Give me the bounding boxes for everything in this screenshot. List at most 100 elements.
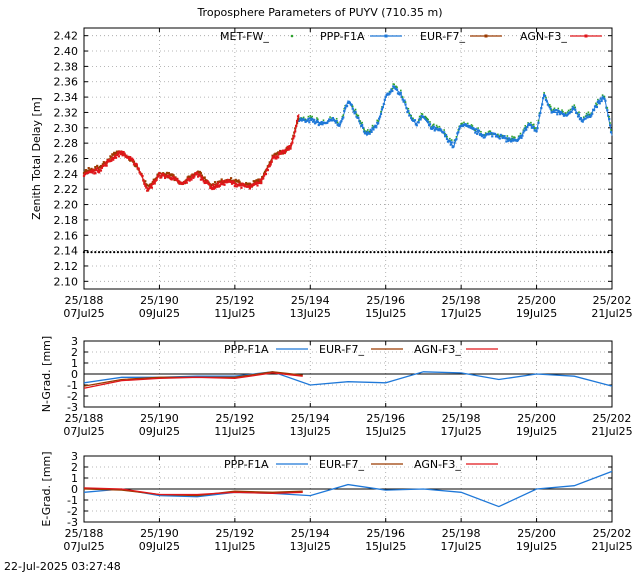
ztd-met-overlay-point: [548, 104, 551, 106]
ztd-ppp-f1a-point: [309, 117, 312, 120]
ztd-met-fw-point: [361, 251, 365, 254]
ztd-met-fw-point: [290, 251, 293, 254]
ngrad-x-tick-date: 07Jul25: [63, 425, 104, 438]
egrad-x-tick-date: 11Jul25: [214, 540, 255, 553]
egrad-x-tick-label: 25/190: [140, 527, 179, 540]
ztd-met-fw-point: [233, 251, 236, 254]
ztd-eur-f7-point: [114, 151, 118, 154]
ztd-ppp-f1a-point: [606, 109, 609, 112]
ztd-met-fw-point: [282, 251, 285, 254]
ztd-met-fw-point: [113, 251, 116, 254]
ztd-agn-f3-point: [202, 180, 205, 183]
ztd-met-fw-point: [165, 251, 169, 254]
ztd-met-fw-point: [512, 251, 516, 254]
ztd-met-overlay-point: [322, 119, 325, 122]
ztd-met-fw-point: [97, 251, 101, 254]
ztd-agn-f3-point: [148, 186, 152, 189]
ztd-met-fw-point: [331, 251, 335, 254]
egrad-x-tick-date: 07Jul25: [63, 540, 104, 553]
ztd-ppp-f1a-point: [576, 112, 579, 115]
ztd-met-overlay-point: [506, 135, 509, 137]
ztd-met-fw-point: [143, 251, 146, 254]
ztd-met-fw-point: [369, 251, 372, 254]
ztd-met-fw-point: [471, 251, 474, 254]
ztd-met-overlay-point: [302, 116, 305, 119]
ztd-ppp-f1a-point: [317, 123, 320, 127]
ztd-agn-f3-point: [255, 181, 258, 184]
ztd-eur-f7-point: [172, 174, 175, 177]
ztd-met-fw-point: [554, 251, 557, 254]
ztd-ppp-f1a-point: [353, 112, 356, 115]
ztd-met-fw-point: [486, 251, 489, 254]
egrad-y-tick-label: 3: [71, 450, 78, 463]
ztd-agn-f3-point: [295, 124, 298, 128]
ztd-met-overlay-point: [460, 122, 462, 125]
ztd-ppp-f1a-point: [410, 116, 413, 120]
ztd-met-fw-point: [418, 251, 421, 254]
ztd-ppp-f1a-point: [385, 93, 388, 96]
ngrad-agn-f3-line: [83, 372, 303, 389]
ztd-agn-f3-point: [196, 175, 200, 178]
ztd-ppp-f1a-point: [417, 121, 420, 124]
ztd-met-overlay-point: [417, 119, 420, 121]
ztd-met-overlay-point: [463, 121, 465, 124]
ztd-ppp-f1a-point: [453, 141, 456, 144]
ztd-met-fw-point: [328, 251, 331, 254]
ztd-met-fw-point: [444, 251, 448, 254]
ztd-eur-f7-point: [132, 160, 136, 163]
ztd-ppp-f1a-point: [511, 139, 515, 142]
ztd-agn-f3-point: [91, 171, 94, 174]
ztd-ppp-f1a-point: [483, 136, 486, 139]
ztd-ppp-f1a-point: [510, 137, 514, 140]
ztd-met-fw-point: [105, 251, 108, 254]
ztd-ppp-f1a-point: [439, 128, 442, 131]
ztd-met-overlay-point: [457, 129, 460, 131]
ztd-met-overlay-point: [432, 124, 434, 126]
ztd-met-overlay-point: [396, 86, 398, 89]
ztd-agn-f3-point: [232, 181, 236, 184]
ztd-met-fw-point: [520, 251, 523, 254]
ztd-agn-f3-point: [216, 182, 219, 185]
ztd-ppp-f1a-point: [332, 118, 335, 121]
ztd-met-overlay-point: [404, 101, 407, 103]
ztd-met-overlay-point: [446, 135, 448, 138]
ztd-agn-f3-point: [247, 184, 251, 188]
ztd-met-overlay-point: [363, 128, 365, 131]
ngrad-x-tick-label: 25/188: [65, 412, 104, 425]
ztd-met-overlay-point: [533, 127, 536, 130]
ztd-met-fw-point: [380, 251, 384, 254]
ztd-ppp-f1a-point: [427, 120, 430, 123]
ztd-met-overlay-point: [557, 107, 560, 110]
ztd-met-overlay-point: [550, 109, 553, 111]
ztd-met-fw-point: [573, 251, 576, 254]
ztd-ppp-f1a-point: [395, 88, 399, 91]
ngrad-x-tick-label: 25/196: [366, 412, 405, 425]
ztd-ppp-f1a-point: [409, 114, 412, 117]
ztd-met-overlay-point: [410, 114, 412, 117]
ztd-agn-f3-point: [97, 171, 101, 174]
ztd-met-fw-point: [395, 251, 399, 254]
ztd-agn-f3-point: [224, 179, 227, 182]
ztd-ppp-f1a-point: [367, 131, 370, 134]
ztd-y-tick-label: 2.40: [54, 45, 79, 58]
ztd-agn-f3-point: [111, 156, 114, 160]
ztd-met-overlay-point: [395, 85, 397, 88]
ztd-ppp-f1a-point: [342, 116, 345, 119]
ztd-met-overlay-point: [595, 102, 597, 105]
ztd-met-fw-point: [350, 251, 353, 254]
ztd-x-tick-date: 07Jul25: [63, 307, 104, 320]
ztd-met-fw-point: [478, 251, 482, 254]
ztd-agn-f3-point: [119, 153, 122, 156]
ztd-ppp-f1a-point: [481, 133, 484, 137]
ztd-agn-f3-point: [152, 180, 155, 183]
ztd-met-overlay-point: [401, 96, 404, 98]
ztd-met-overlay-point: [421, 113, 424, 115]
ztd-agn-f3-point: [139, 172, 142, 175]
ztd-agn-f3-point: [214, 184, 218, 187]
ztd-met-fw-point: [565, 251, 568, 254]
ztd-ppp-f1a-point: [407, 109, 410, 113]
ztd-ppp-f1a-point: [595, 105, 599, 109]
ztd-met-fw-point: [558, 251, 561, 254]
ztd-met-overlay-point: [449, 137, 451, 140]
ztd-agn-f3-point: [223, 183, 226, 186]
